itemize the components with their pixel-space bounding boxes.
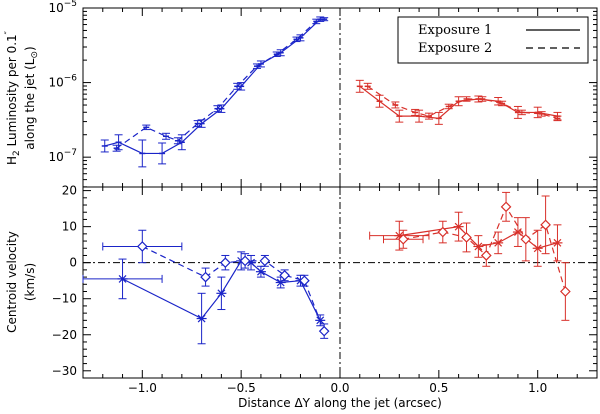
- y-tick-label: −20: [52, 328, 77, 342]
- diamond-marker: [219, 257, 231, 269]
- asterisk-marker: [532, 244, 543, 253]
- y-tick-label: 10: [62, 220, 77, 234]
- y-tick-label: 0: [69, 256, 77, 270]
- top-panel: 10−7 10−6 10−5 Exposure 1 Exposure 2: [48, 0, 598, 188]
- x-tick-label: 0.5: [429, 381, 448, 395]
- asterisk-marker: [275, 278, 286, 287]
- bottom-y-label-line1: Centroid velocity: [5, 231, 19, 333]
- diamond-marker: [299, 275, 310, 287]
- y-tick-label: 20: [62, 184, 77, 198]
- top-y-label-line1: H2 Luminosity per 0.1″: [4, 30, 22, 165]
- bottom-panel: −1.0 −0.5 0.0 0.5 1.0 20 10 0 −10 −20 −30: [52, 184, 598, 395]
- diamond-marker: [500, 201, 512, 213]
- legend-label: Exposure 1: [418, 23, 492, 38]
- y-tick-label: −30: [52, 364, 77, 378]
- axis-labels: H2 Luminosity per 0.1″along the jet (L⊙)…: [4, 30, 442, 410]
- legend-box: [397, 16, 589, 64]
- asterisk-marker: [196, 314, 207, 323]
- y-tick-label-log: 10−5: [48, 0, 77, 15]
- asterisk-marker: [453, 222, 464, 231]
- diamond-marker: [520, 233, 532, 245]
- top-y-label-line2: along the jet (L⊙): [23, 46, 40, 149]
- x-tick-label: −0.5: [227, 381, 256, 395]
- diamond-marker: [461, 232, 472, 243]
- vel-series-3: [403, 205, 566, 292]
- diamond-marker: [279, 269, 290, 281]
- x-tick-label: −1.0: [128, 381, 157, 395]
- asterisk-marker: [117, 274, 128, 283]
- x-tick-label: 0.0: [330, 381, 349, 395]
- y-tick-label: −10: [52, 292, 77, 306]
- asterisk-marker: [552, 238, 563, 247]
- legend-label: Exposure 2: [418, 41, 492, 56]
- diamond-marker: [318, 325, 330, 337]
- bottom-y-label-line2: (km/s): [23, 263, 37, 301]
- diamond-marker: [200, 271, 211, 283]
- x-axis-label: Distance ΔY along the jet (arcsec): [238, 396, 442, 410]
- diamond-marker: [136, 241, 148, 252]
- y-tick-label-log: 10−7: [48, 148, 77, 164]
- diamond-marker: [560, 286, 571, 297]
- vel-series-1: [142, 245, 325, 332]
- asterisk-marker: [493, 238, 504, 247]
- x-tick-label: 1.0: [528, 381, 547, 395]
- diamond-marker: [259, 255, 271, 267]
- lum-series-1: [116, 18, 325, 149]
- diamond-marker: [239, 255, 251, 267]
- y-tick-label-log: 10−6: [48, 74, 77, 90]
- asterisk-marker: [473, 242, 484, 251]
- diamond-marker: [480, 250, 492, 261]
- diamond-marker: [540, 219, 551, 231]
- diamond-marker: [397, 233, 409, 245]
- asterisk-marker: [255, 267, 266, 276]
- diamond-marker: [437, 226, 449, 238]
- asterisk-marker: [216, 289, 227, 298]
